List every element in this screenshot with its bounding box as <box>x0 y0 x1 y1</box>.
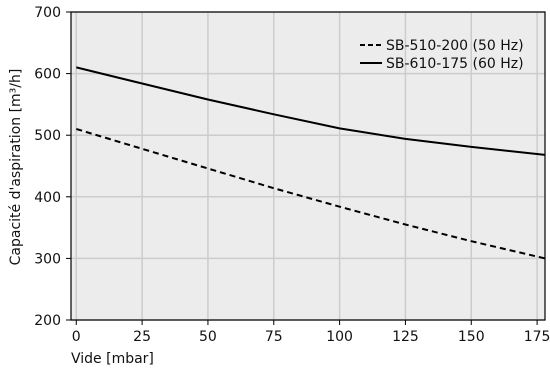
series-line-1 <box>76 128 546 260</box>
x-tick-label: 100 <box>326 329 353 345</box>
series-line-2 <box>76 66 546 156</box>
x-axis-label: Vide [mbar] <box>71 351 154 367</box>
x-tick-label: 75 <box>265 329 283 345</box>
legend-label-1: SB-510-200 (50 Hz) <box>386 38 524 54</box>
legend: SB-510-200 (50 Hz) SB-610-175 (60 Hz) <box>360 38 524 72</box>
y-tick-label: 700 <box>34 5 61 21</box>
y-tick-label: 600 <box>34 67 61 83</box>
y-tick-label: 200 <box>34 313 61 329</box>
y-tick-label: 300 <box>34 251 61 267</box>
series-layer <box>76 66 546 260</box>
y-tick-label: 500 <box>34 128 61 144</box>
x-tick-label: 175 <box>524 329 550 345</box>
x-tick-label: 50 <box>199 329 217 345</box>
plot-frame <box>70 11 546 321</box>
x-tick-label: 150 <box>458 329 485 345</box>
x-tick-label: 0 <box>72 329 81 345</box>
y-axis-label: Capacité d'aspiration [m³/h] <box>8 69 24 266</box>
legend-label-2: SB-610-175 (60 Hz) <box>386 56 524 72</box>
plot-area <box>71 12 545 320</box>
y-axis: 200 300 400 500 600 700 <box>34 5 71 329</box>
x-tick-label: 125 <box>392 329 419 345</box>
y-tick-label: 400 <box>34 190 61 206</box>
x-tick-label: 25 <box>133 329 151 345</box>
x-axis: 0 25 50 75 100 125 150 175 <box>72 320 550 345</box>
